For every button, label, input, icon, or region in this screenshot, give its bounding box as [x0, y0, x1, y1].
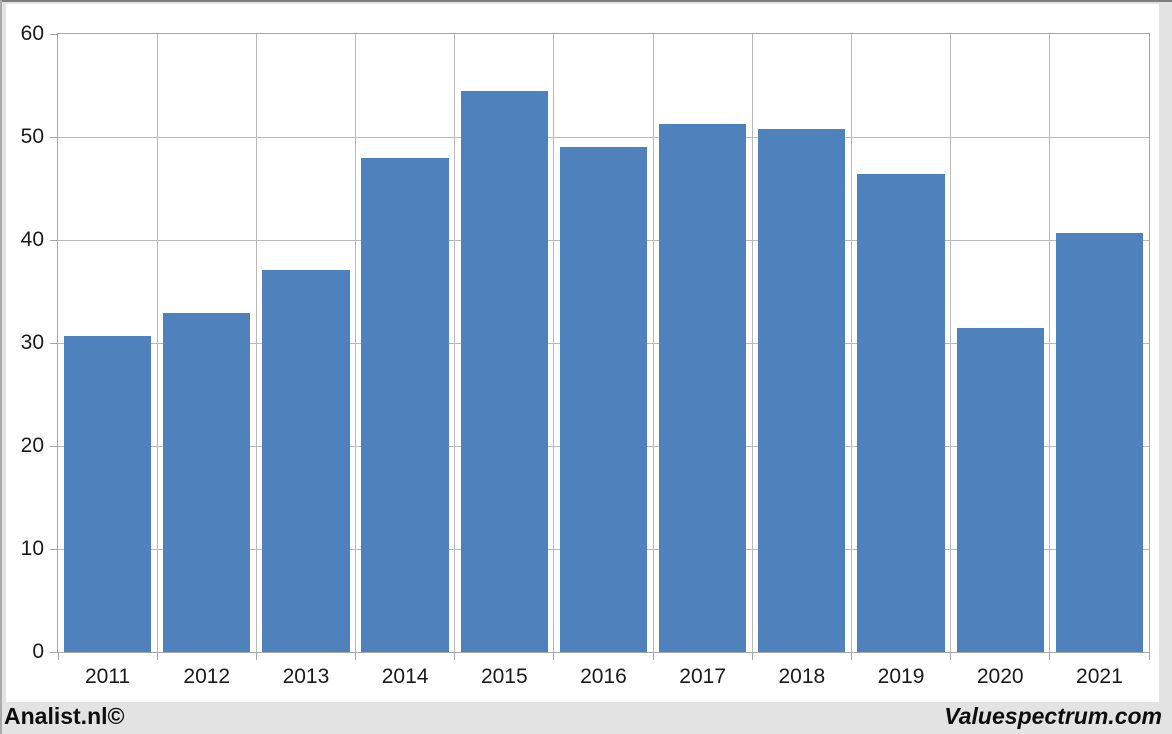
x-tick-label-2020: 2020: [976, 665, 1024, 688]
x-tick-mark-5: [553, 652, 555, 660]
gridline-h-50: [58, 136, 1149, 138]
x-tick-label-2016: 2016: [580, 665, 627, 688]
gridline-v-2015: [454, 34, 456, 652]
y-tick-label-30: 30: [20, 331, 44, 354]
y-tick-mark-40: [50, 239, 58, 241]
footer: Analist.nl© Valuespectrum.com: [0, 702, 1172, 734]
x-tick-mark-0: [57, 652, 59, 660]
y-tick-label-20: 20: [20, 434, 44, 457]
bar-2021: [1055, 232, 1144, 652]
x-tick-mark-11: [1148, 652, 1150, 660]
x-tick-mark-8: [850, 652, 852, 660]
x-tick-mark-7: [751, 652, 753, 660]
x-tick-label-2018: 2018: [778, 665, 826, 688]
x-tick-mark-4: [454, 652, 456, 660]
bar-2014: [361, 157, 449, 652]
gridline-v-2017: [652, 34, 654, 652]
chart-panel: 0 10 20 30 40 50 60 2011 2012 2013 2014 2015 2016 201…: [6, 4, 1159, 702]
gridline-v-2019: [850, 34, 852, 652]
y-tick-mark-10: [50, 548, 58, 550]
x-tick-label-2019: 2019: [877, 665, 925, 688]
bar-2018: [758, 128, 846, 652]
x-tick-mark-9: [950, 652, 952, 660]
y-tick-mark-50: [50, 136, 58, 138]
y-tick-label-0: 0: [32, 640, 44, 663]
page-top-edge: [0, 0, 1172, 2]
x-tick-mark-10: [1049, 652, 1051, 660]
y-tick-mark-60: [50, 33, 58, 35]
x-tick-label-2014: 2014: [381, 665, 429, 688]
bar-2019: [857, 174, 945, 652]
bar-2020: [956, 327, 1044, 652]
gridline-v-2012: [156, 34, 158, 652]
page-left-edge: [0, 0, 2, 734]
y-tick-label-10: 10: [20, 537, 44, 560]
gridline-v-2014: [355, 34, 357, 652]
bar-2015: [460, 90, 548, 652]
y-tick-label-50: 50: [20, 125, 44, 148]
gridline-v-2013: [255, 34, 257, 652]
y-tick-mark-0: [50, 651, 58, 653]
gridline-v-2018: [751, 34, 753, 652]
x-tick-mark-3: [355, 652, 357, 660]
bar-2017: [659, 123, 747, 652]
y-tick-label-40: 40: [20, 228, 44, 251]
footer-brand-analist: Analist.nl©: [4, 702, 125, 729]
bar-2016: [559, 147, 648, 652]
footer-brand-valuespectrum: Valuespectrum.com: [944, 702, 1162, 729]
plot-area: 0 10 20 30 40 50 60 2011 2012 2013 2014 2015 2016 201…: [21, 22, 1150, 688]
x-tick-mark-1: [156, 652, 158, 660]
bar-2013: [262, 269, 350, 652]
y-tick-mark-30: [50, 342, 58, 344]
x-tick-label-2013: 2013: [282, 665, 330, 688]
y-tick-mark-20: [50, 445, 58, 447]
gridline-v-2020: [950, 34, 952, 652]
gridline-v-2016: [553, 34, 555, 652]
x-tick-label-2021: 2021: [1076, 665, 1123, 688]
y-tick-label-60: 60: [20, 22, 44, 45]
x-tick-label-2017: 2017: [679, 665, 727, 688]
bar-2011: [63, 335, 152, 652]
gridline-v-2021: [1049, 34, 1051, 652]
x-tick-mark-6: [652, 652, 654, 660]
bar-2012: [163, 313, 251, 652]
x-tick-mark-2: [255, 652, 257, 660]
x-tick-label-2012: 2012: [183, 665, 231, 688]
x-tick-label-2015: 2015: [480, 665, 528, 688]
x-tick-label-2011: 2011: [85, 665, 131, 688]
